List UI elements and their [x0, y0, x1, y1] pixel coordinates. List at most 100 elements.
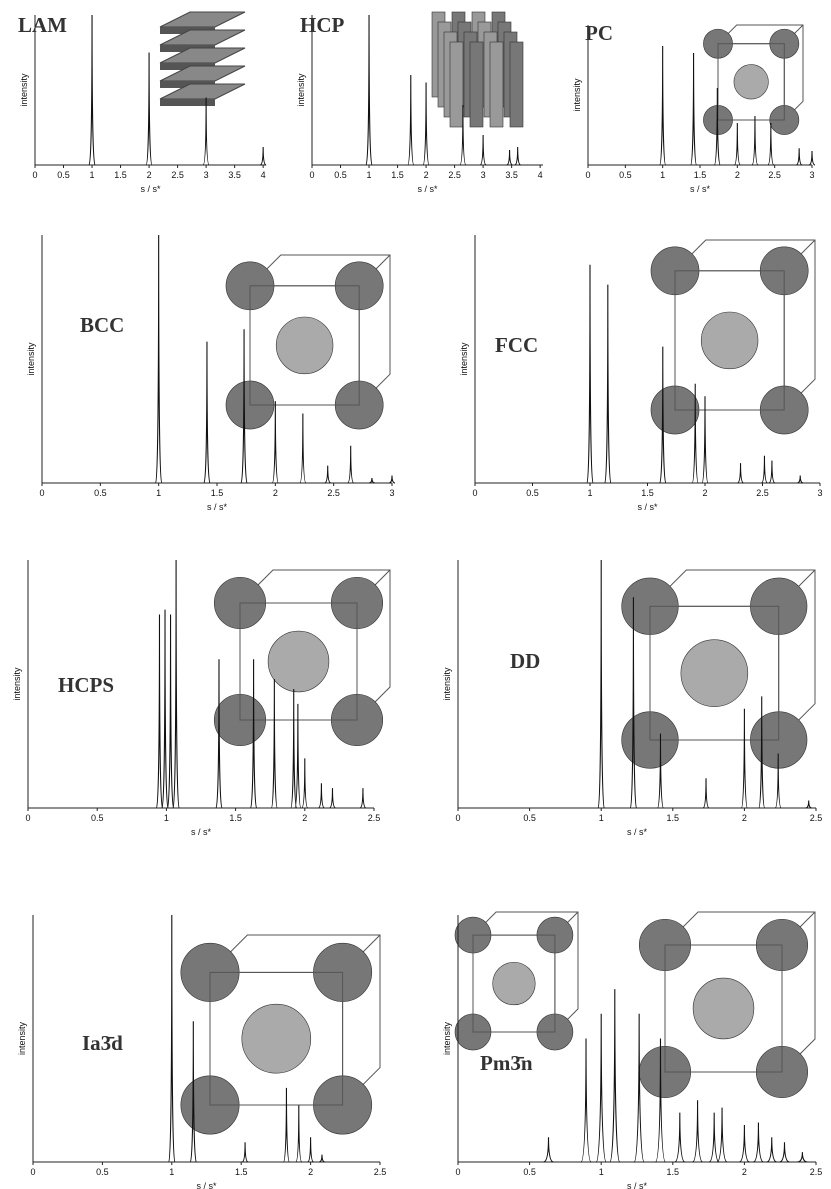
peak [155, 614, 164, 809]
peak [659, 45, 667, 166]
x-tick-label: 0 [455, 1167, 460, 1177]
peak [318, 783, 325, 809]
x-tick-label: 1 [90, 170, 95, 180]
peak [88, 14, 96, 166]
peak [301, 758, 309, 809]
x-tick-label: 3.5 [505, 170, 518, 180]
x-tick-label: 0 [472, 488, 477, 498]
peak [271, 401, 279, 484]
peak [633, 1013, 645, 1163]
x-axis-label: s / s* [690, 184, 711, 194]
peak [407, 74, 415, 166]
peak [290, 688, 298, 809]
x-tick-label: 0.5 [96, 1167, 109, 1177]
x-tick-label: 2.5 [327, 488, 340, 498]
structure-illustration [213, 569, 391, 747]
peak [168, 914, 176, 1163]
cube-frame [649, 605, 780, 741]
x-tick-label: 2.5 [374, 1167, 387, 1177]
panel-title: BCC [80, 313, 124, 337]
cube-frame [472, 934, 556, 1033]
domain [241, 1003, 312, 1074]
cube-frame [664, 944, 783, 1073]
x-tick-label: 2.5 [448, 170, 461, 180]
peak [189, 1021, 197, 1163]
x-tick-label: 1.5 [114, 170, 127, 180]
x-tick-label: 0 [455, 813, 460, 823]
peak [674, 1112, 686, 1163]
peak [295, 1105, 303, 1163]
peak [359, 788, 367, 809]
peak [167, 614, 175, 809]
x-tick-label: 1 [660, 170, 665, 180]
x-tick-label: 1.5 [391, 170, 404, 180]
x-axis-label: s / s* [207, 502, 228, 512]
panel-title: DD [510, 649, 540, 673]
peak [422, 82, 430, 166]
x-tick-label: 1 [156, 488, 161, 498]
y-axis-label: intensity [296, 73, 306, 107]
x-tick-label: 3.5 [228, 170, 241, 180]
panel-title: PC [585, 21, 613, 45]
x-tick-label: 3 [204, 170, 209, 180]
peak [145, 52, 153, 166]
peak [294, 703, 302, 809]
cube-frame [239, 602, 358, 721]
domain [700, 311, 759, 370]
x-tick-label: 1.5 [235, 1167, 248, 1177]
peak [240, 329, 248, 484]
panel-title: LAM [18, 13, 67, 37]
x-tick-label: 0.5 [526, 488, 539, 498]
peak [659, 346, 667, 484]
peak [761, 455, 768, 484]
peak [713, 87, 721, 166]
domain [492, 961, 536, 1006]
domain [692, 977, 755, 1040]
peak [758, 696, 766, 809]
y-axis-label: intensity [459, 342, 469, 376]
peak [691, 383, 699, 484]
y-axis-label: intensity [12, 667, 22, 701]
lamella [159, 11, 246, 28]
peak [161, 609, 169, 809]
structure-illustration [454, 911, 579, 1051]
x-tick-label: 2.5 [810, 1167, 823, 1177]
structure-illustration [225, 254, 391, 430]
x-tick-label: 1.5 [667, 1167, 680, 1177]
peak [365, 14, 373, 166]
y-axis-label: intensity [442, 667, 452, 701]
peak [604, 284, 612, 484]
structure-illustration [180, 934, 381, 1135]
panel-title: Ia3̄d [82, 1031, 123, 1055]
peak [656, 733, 665, 809]
peak [797, 1152, 808, 1163]
peak [506, 149, 513, 166]
peak [808, 150, 816, 166]
peak [739, 1124, 750, 1163]
peak [751, 115, 759, 166]
x-tick-label: 0.5 [334, 170, 347, 180]
x-tick-label: 1.5 [229, 813, 242, 823]
domain [680, 639, 749, 707]
peak [259, 146, 267, 166]
x-tick-label: 0 [309, 170, 314, 180]
cube-frame [717, 43, 785, 121]
x-tick-label: 2.5 [368, 813, 381, 823]
x-tick-label: 1 [169, 1167, 174, 1177]
x-tick-label: 0.5 [523, 1167, 536, 1177]
peak [708, 1112, 720, 1163]
structure-illustration [703, 24, 804, 135]
peak [155, 234, 163, 484]
peak [250, 659, 258, 809]
structure-illustration [621, 569, 816, 769]
peak [318, 1154, 326, 1163]
peak [580, 1038, 592, 1163]
peak [347, 445, 355, 484]
x-tick-label: 2.5 [171, 170, 184, 180]
peak [388, 475, 396, 484]
x-tick-label: 1.5 [694, 170, 707, 180]
cylinder [509, 41, 524, 128]
y-axis-label: intensity [572, 78, 582, 112]
x-tick-label: 0 [32, 170, 37, 180]
domain [267, 630, 330, 693]
